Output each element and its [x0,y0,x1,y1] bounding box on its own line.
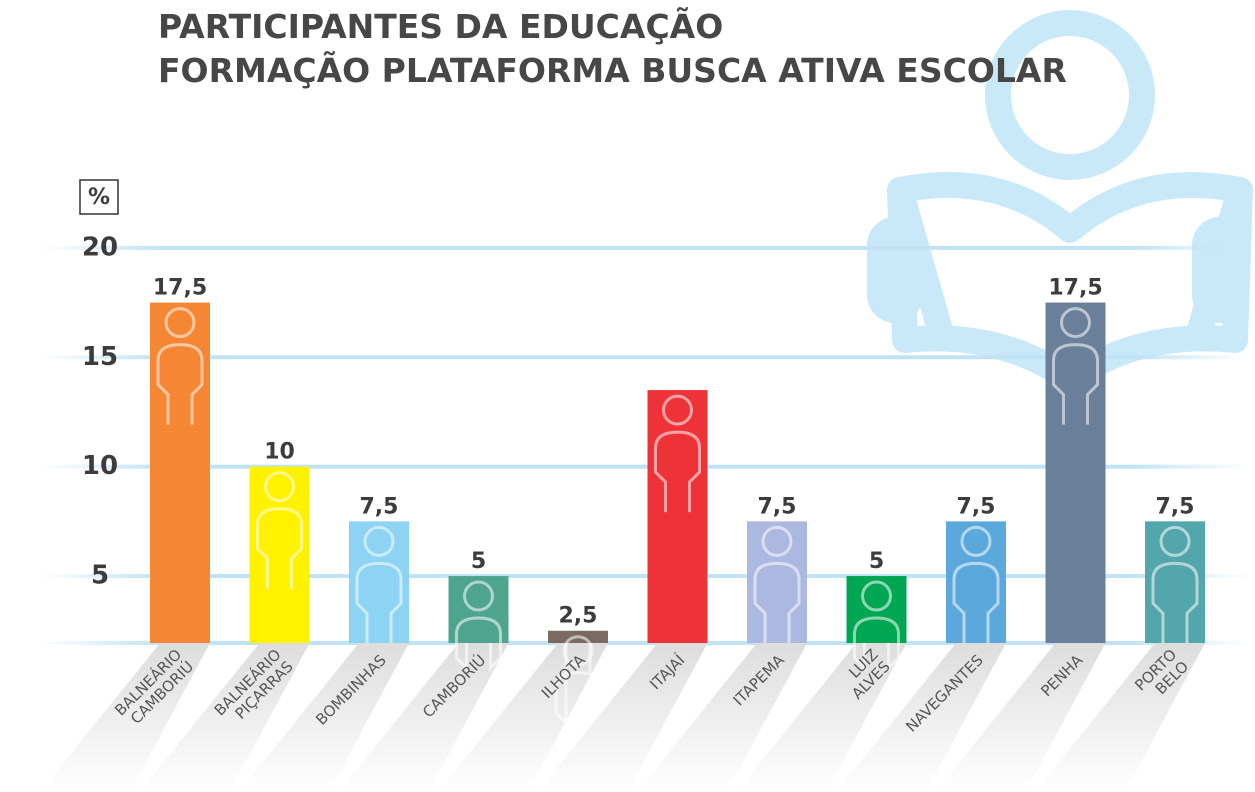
person-icon [455,580,502,672]
label-shadow [736,643,907,792]
label-shadow [537,643,708,792]
bar [249,466,310,643]
icon-body [355,561,403,643]
icon-head [164,307,196,339]
chart-title: FORMAÇÃO PLATAFORMA BUSCA ATIVA ESCOLAR [158,50,1067,90]
grid-line [40,245,1250,250]
icon-head [1159,525,1191,557]
icon-body [1052,343,1099,425]
icon-body [1151,561,1199,643]
person-icon [1151,525,1199,643]
bar [1145,521,1205,643]
value-label: 7,5 [360,494,399,519]
grid-line [40,464,1250,469]
baseline [40,641,1250,645]
icon-body [455,616,502,672]
y-tick-label: 5 [91,561,109,591]
icon-body [753,561,801,643]
label-shadow [1035,643,1205,792]
icon-head [1060,307,1091,339]
value-label: 17,5 [1048,276,1102,301]
person-icon [853,580,900,672]
icon-body [256,507,303,589]
y-label-box [79,179,119,215]
value-label: 7,5 [758,494,797,519]
label-shadow [338,643,509,792]
bar [349,521,409,643]
icon-head [960,525,992,557]
grid-line [40,355,1250,360]
label-shadow [637,643,807,792]
icon-body [853,616,900,672]
person-icon [1052,307,1099,425]
y-tick-label: 10 [82,451,118,481]
y-tick-label: 20 [82,232,118,262]
icon-head [861,580,892,612]
value-label: 2,5 [559,604,598,629]
y-axis-label: % [88,185,110,210]
bar [1045,302,1106,643]
person-icon [753,525,801,643]
value-label: 7,5 [957,494,996,519]
icon-body [952,561,1000,643]
value-label: 10 [264,440,295,465]
icon-head [363,525,395,557]
person-icon [554,635,602,727]
value-label: 17,5 [153,276,207,301]
person-icon [256,471,303,589]
icon-body [156,343,204,425]
icon-head [761,525,793,557]
value-label: 5 [471,549,486,574]
icon-head [264,471,295,503]
bar [647,390,708,643]
icon-head [562,635,594,667]
person-icon [654,394,701,513]
icon-head [463,580,494,612]
bar [946,521,1006,643]
bar [747,521,807,643]
label-shadow [239,643,409,792]
label-shadow [836,643,1006,792]
person-icon [952,525,1000,643]
person-icon [156,307,204,425]
background-icon [867,10,1253,393]
value-label: 5 [869,549,884,574]
y-tick-label: 15 [82,342,118,372]
bar [150,302,210,643]
icon-body [654,430,701,513]
icon-head [662,394,693,426]
chart-title: PARTICIPANTES DA EDUCAÇÃO [158,6,723,46]
value-label: 7,5 [1156,494,1195,519]
label-shadow [40,643,210,792]
person-icon [355,525,403,643]
label-shadow [935,643,1106,792]
icon-body [554,643,602,727]
grid-line [40,574,1250,579]
label-shadow [139,643,310,792]
